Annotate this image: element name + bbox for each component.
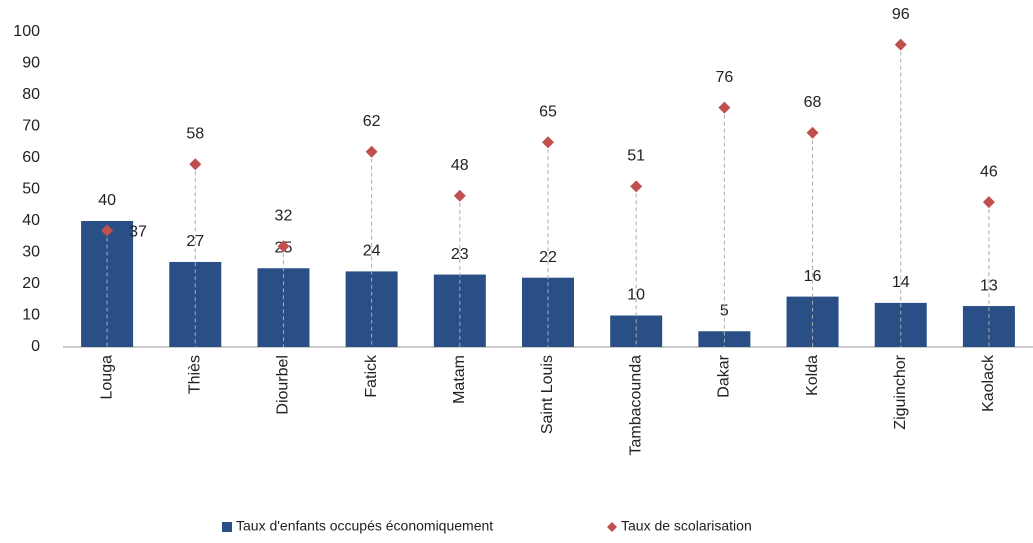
x-tick-label: Ziguinchor (892, 354, 909, 429)
bar (962, 306, 1015, 347)
x-tick-label: Diourbel (275, 355, 292, 415)
marker (101, 224, 114, 237)
data-label: 48 (451, 157, 469, 174)
bar (81, 221, 134, 347)
data-label: 32 (275, 207, 293, 224)
y-tick-label: 50 (22, 181, 40, 198)
y-tick-label: 90 (22, 55, 40, 72)
y-tick-label: 30 (22, 244, 40, 261)
x-tick-label: Dakar (716, 354, 733, 397)
bar (257, 268, 310, 347)
data-label: 58 (186, 126, 204, 143)
legend-swatch (222, 522, 232, 532)
marker (718, 101, 731, 114)
x-tick-label: Thiès (186, 355, 203, 394)
data-label: 51 (627, 148, 645, 165)
data-label: 40 (98, 192, 116, 209)
data-label: 96 (892, 6, 910, 23)
y-tick-label: 60 (22, 149, 40, 166)
marker (189, 158, 202, 171)
x-tick-label: Matam (451, 355, 468, 404)
x-tick-label: Tambacounda (627, 355, 644, 456)
legend-swatch (607, 522, 617, 532)
marker (630, 180, 643, 193)
x-tick-label: Saint Louis (539, 355, 556, 434)
data-label: 46 (980, 163, 998, 180)
data-label: 65 (539, 103, 557, 120)
x-tick-label: Fatick (363, 354, 380, 398)
x-tick-label: Louga (98, 355, 115, 400)
data-label: 62 (363, 113, 381, 130)
y-tick-label: 40 (22, 212, 40, 229)
marker (453, 189, 466, 202)
marker (277, 240, 290, 253)
y-tick-label: 20 (22, 275, 40, 292)
data-label: 13 (980, 277, 998, 294)
x-tick-label: Kaolack (980, 354, 997, 412)
x-tick-label: Kolda (804, 355, 821, 396)
y-tick-label: 10 (22, 307, 40, 324)
marker (806, 126, 819, 139)
legend-label: Taux de scolarisation (621, 518, 752, 534)
y-tick-label: 100 (13, 23, 40, 40)
data-label: 68 (804, 94, 822, 111)
y-tick-label: 0 (31, 338, 40, 355)
marker (365, 145, 378, 158)
y-tick-label: 80 (22, 86, 40, 103)
marker (982, 196, 995, 209)
y-tick-label: 70 (22, 118, 40, 135)
data-label: 76 (715, 69, 733, 86)
marker (894, 38, 907, 51)
legend-label: Taux d'enfants occupés économiquement (236, 518, 493, 534)
data-label: 37 (129, 224, 147, 241)
marker (542, 136, 554, 149)
